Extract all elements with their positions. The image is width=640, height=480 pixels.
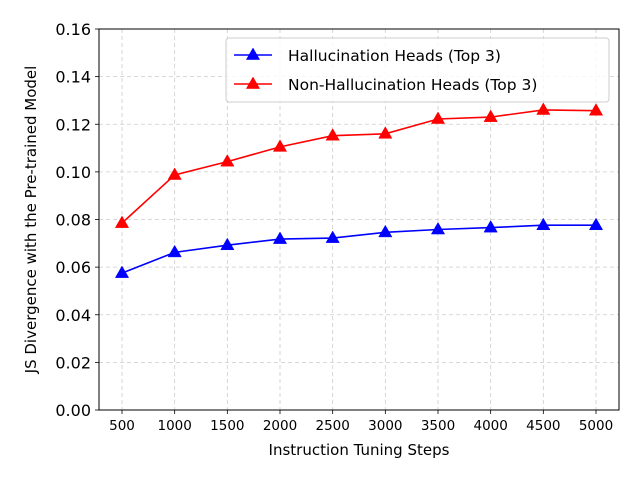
series-line [121, 224, 596, 274]
x-tick-label: 4000 [473, 418, 507, 434]
y-tick-label: 0.10 [55, 163, 91, 182]
data-point-marker [430, 222, 446, 235]
y-axis-label: JS Divergence with the Pre-trained Model [22, 66, 40, 375]
data-point-marker [483, 109, 498, 122]
legend-marker [245, 47, 261, 60]
data-point-marker [588, 103, 604, 116]
data-point-marker [167, 167, 182, 180]
x-tick-label: 3000 [368, 418, 402, 434]
legend-label: Non-Hallucination Heads (Top 3) [288, 76, 537, 94]
x-tick-label: 1500 [210, 418, 244, 434]
data-point-marker [378, 224, 393, 238]
legend: Hallucination Heads (Top 3) Non-Hallucina… [225, 37, 610, 103]
data-point-marker [272, 139, 288, 152]
axes: 500 1000 1500 2000 2500 3000 3500 4000 4500 5000 0… [55, 20, 613, 434]
data-point-marker [430, 111, 446, 124]
y-tick-label: 0.06 [55, 258, 91, 277]
x-tick-label: 4500 [526, 418, 560, 434]
data-point-marker [114, 265, 130, 278]
x-tick-label: 5000 [579, 418, 613, 434]
y-tick-label: 0.02 [55, 353, 91, 372]
data-point-marker [483, 220, 498, 233]
y-tick-label: 0.08 [55, 211, 91, 230]
data-point-marker [272, 231, 288, 244]
data-point-marker [536, 217, 551, 231]
y-tick-label: 0.16 [55, 20, 91, 39]
x-tick-label: 2500 [315, 418, 349, 434]
legend-marker [245, 76, 261, 89]
y-tick-label: 0.14 [55, 68, 91, 87]
y-tick-label: 0.00 [55, 401, 91, 420]
series-line [121, 109, 597, 224]
y-tick-label: 0.04 [55, 306, 91, 325]
y-tick-label: 0.12 [55, 115, 91, 134]
x-tick-label: 3500 [421, 418, 455, 434]
data-point-marker [325, 128, 340, 141]
x-tick-label: 1000 [157, 418, 191, 434]
data-point-marker [325, 230, 340, 243]
data-point-marker [220, 154, 235, 167]
legend-label: Hallucination Heads (Top 3) [288, 47, 501, 65]
data-point-marker [378, 126, 393, 139]
legend-box [225, 37, 610, 103]
x-tick-label: 500 [109, 418, 135, 434]
x-axis-label: Instruction Tuning Steps [269, 441, 450, 459]
data-point-marker [114, 215, 130, 228]
x-tick-label: 2000 [263, 418, 297, 434]
data-point-marker [167, 244, 182, 258]
data-point-marker [536, 102, 551, 115]
data-point-marker [220, 237, 235, 251]
series-layer [114, 102, 604, 278]
data-point-marker [588, 217, 604, 231]
